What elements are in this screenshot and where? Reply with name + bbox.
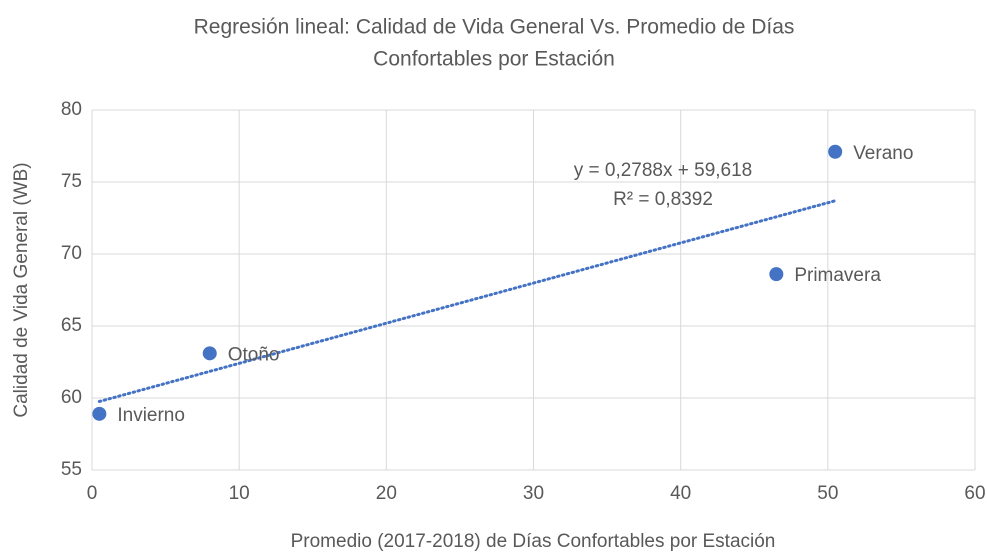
x-tick-label: 50 — [817, 483, 838, 504]
point-label: Verano — [853, 143, 913, 164]
chart-title: Confortables por Estación — [373, 48, 615, 71]
chart-title: Regresión lineal: Calidad de Vida Genera… — [194, 16, 795, 39]
trendline-equation: y = 0,2788x + 59,618 — [574, 160, 753, 181]
y-tick-label: 55 — [61, 459, 82, 480]
y-tick-label: 75 — [61, 171, 82, 192]
y-tick-label: 70 — [61, 243, 82, 264]
point-label: Invierno — [117, 405, 185, 426]
trendline — [97, 199, 837, 403]
x-axis-label: Promedio (2017-2018) de Días Confortable… — [291, 531, 776, 552]
x-tick-label: 60 — [964, 483, 985, 504]
x-tick-label: 30 — [523, 483, 544, 504]
y-axis-label: Calidad de Vida General (WB) — [11, 162, 32, 417]
y-tick-label: 80 — [61, 99, 82, 120]
data-point — [92, 406, 107, 421]
data-point — [202, 346, 217, 361]
point-label: Primavera — [794, 265, 881, 286]
point-label: Otoño — [228, 344, 280, 365]
trendline-r2: R² = 0,8392 — [613, 189, 713, 210]
data-point — [828, 144, 843, 159]
data-point — [769, 267, 784, 282]
y-tick-label: 65 — [61, 315, 82, 336]
x-tick-label: 10 — [229, 483, 250, 504]
x-tick-label: 0 — [87, 483, 98, 504]
x-tick-label: 40 — [670, 483, 691, 504]
y-tick-label: 60 — [61, 387, 82, 408]
x-tick-label: 20 — [376, 483, 397, 504]
